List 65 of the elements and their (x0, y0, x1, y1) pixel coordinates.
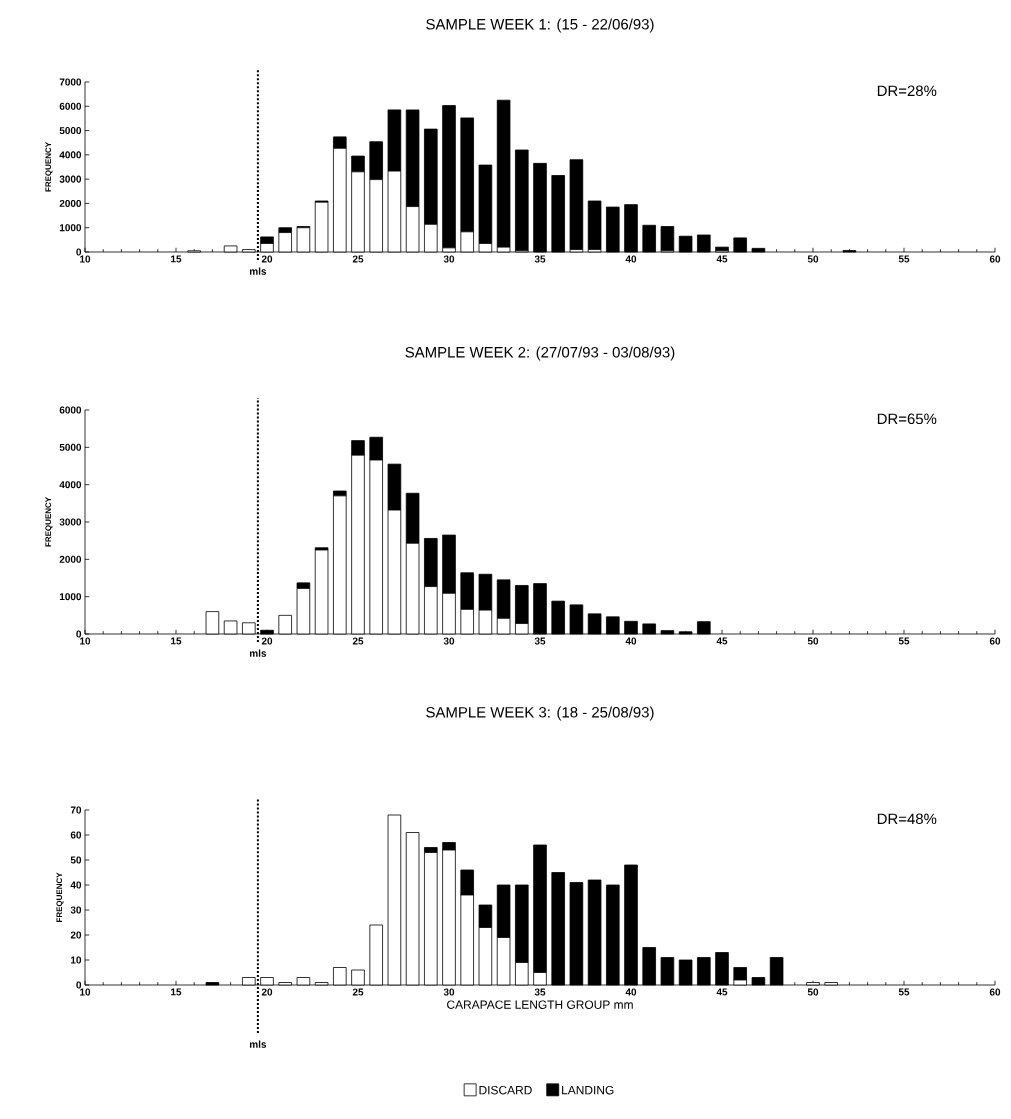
y-tick-label: 0 (76, 981, 82, 989)
x-tick-label: 35 (534, 255, 546, 263)
x-tick-label: 55 (898, 255, 910, 263)
x-axis-title: CARAPACE LENGTH GROUP mm (447, 1000, 633, 1009)
annotation: DR=65% (877, 413, 937, 425)
x-tick-label: 55 (898, 637, 910, 645)
legend-label: LANDING (562, 1085, 614, 1095)
x-tick-label: 20 (261, 988, 273, 996)
x-tick-label: 60 (989, 988, 1001, 996)
x-tick-label: 30 (443, 255, 455, 263)
y-tick-label: 60 (70, 831, 82, 839)
y-tick-label: 50 (70, 856, 82, 864)
y-tick-label: 2000 (59, 555, 82, 563)
x-tick-label: 20 (261, 255, 273, 263)
chart-title: SAMPLE WEEK 3: (18 - 25/08/93) (426, 706, 654, 721)
y-tick-label: 40 (70, 881, 82, 889)
x-tick-label: 40 (625, 988, 637, 996)
x-tick-label: 30 (443, 637, 455, 645)
y-tick-label: 1000 (59, 224, 82, 232)
y-tick-label: 3000 (59, 175, 82, 183)
x-tick-label: 35 (534, 637, 546, 645)
y-tick-label: 10 (71, 956, 82, 964)
y-tick-label: 4000 (59, 481, 82, 489)
y-tick-label: 0 (76, 248, 82, 256)
y-tick-label: 70 (70, 806, 82, 814)
x-tick-label: 25 (352, 637, 364, 645)
x-tick-label: 30 (443, 988, 455, 996)
x-tick-label: 40 (625, 637, 637, 645)
ref-line-label: mls (249, 1040, 267, 1048)
chart-title: SAMPLE WEEK 1: (15 - 22/06/93) (426, 18, 654, 33)
x-tick-label: 25 (352, 988, 364, 996)
y-tick-label: 30 (70, 906, 82, 914)
y-tick-label: 20 (70, 931, 82, 939)
y-tick-label: 3000 (59, 518, 82, 526)
x-tick-label: 40 (625, 255, 637, 263)
y-tick-label: 1000 (59, 593, 82, 601)
ref-line-label: mls (249, 649, 267, 657)
x-tick-label: 45 (716, 255, 728, 263)
x-tick-label: 60 (989, 255, 1001, 263)
y-tick-label: 6000 (59, 406, 82, 414)
annotation: DR=28% (877, 85, 937, 97)
x-tick-label: 60 (989, 637, 1001, 645)
x-tick-label: 35 (534, 988, 546, 996)
x-tick-label: 25 (352, 255, 364, 263)
y-tick-label: 5000 (59, 443, 82, 451)
x-tick-label: 50 (807, 637, 819, 645)
x-tick-label: 50 (807, 988, 819, 996)
y-tick-label: 5000 (59, 127, 82, 135)
y-tick-label: 0 (76, 630, 82, 638)
y-tick-label: 6000 (59, 102, 82, 110)
x-tick-label: 15 (171, 988, 182, 996)
x-tick-label: 55 (898, 988, 910, 996)
y-tick-label: 2000 (59, 199, 82, 207)
y-tick-label: 4000 (59, 151, 82, 159)
legend-label: DISCARD (479, 1085, 532, 1095)
annotation: DR=48% (877, 813, 937, 825)
x-tick-label: 15 (171, 637, 182, 645)
y-tick-label: 7000 (59, 78, 82, 86)
ref-line-label: mls (249, 267, 267, 275)
x-tick-label: 50 (807, 255, 819, 263)
x-tick-label: 20 (261, 637, 273, 645)
x-tick-label: 45 (716, 988, 728, 996)
chart-title: SAMPLE WEEK 2: (27/07/93 - 03/08/93) (405, 346, 675, 361)
x-tick-label: 15 (171, 255, 182, 263)
x-tick-label: 45 (716, 637, 728, 645)
